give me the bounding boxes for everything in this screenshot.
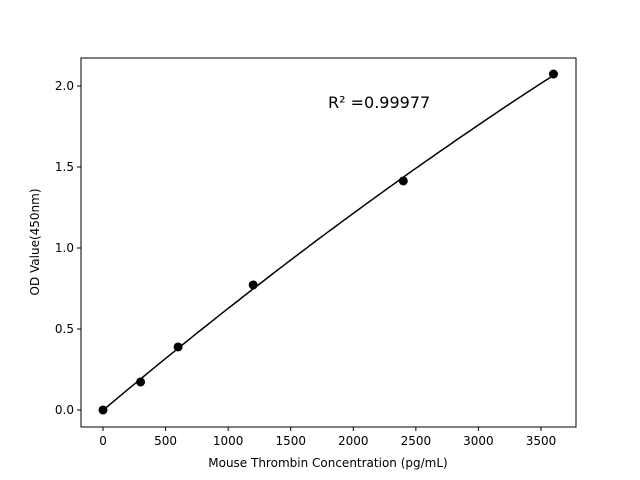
x-axis-ticks: 0 500 1000 1500 2000 2500 3000 3500 [99, 427, 556, 448]
data-point [136, 377, 146, 387]
fit-line-group [102, 74, 554, 411]
data-point [173, 342, 183, 352]
y-tick-label: 1.0 [55, 241, 74, 255]
y-tick-label: 2.0 [55, 79, 74, 93]
x-tick-label: 2000 [338, 434, 369, 448]
data-points [98, 69, 558, 415]
data-point [548, 69, 558, 79]
x-tick-label: 1500 [275, 434, 306, 448]
x-axis-label: Mouse Thrombin Concentration (pg/mL) [208, 456, 447, 470]
annotation-r-squared: R² =0.99977 [328, 93, 430, 112]
data-point [398, 176, 408, 186]
y-axis-ticks: 0.0 0.5 1.0 1.5 2.0 [55, 79, 81, 417]
y-tick-label: 1.5 [55, 160, 74, 174]
data-point [98, 405, 108, 415]
x-tick-label: 500 [154, 434, 177, 448]
x-tick-label: 3000 [463, 434, 494, 448]
x-tick-label: 0 [99, 434, 107, 448]
fit-line [102, 74, 554, 411]
plot-frame [80, 57, 577, 428]
y-tick-label: 0.0 [55, 403, 74, 417]
x-tick-label: 2500 [401, 434, 432, 448]
y-tick-label: 0.5 [55, 322, 74, 336]
x-tick-label: 3500 [526, 434, 557, 448]
y-axis-label: OD Value(450nm) [28, 188, 42, 295]
data-point [248, 280, 258, 290]
x-tick-label: 1000 [213, 434, 244, 448]
